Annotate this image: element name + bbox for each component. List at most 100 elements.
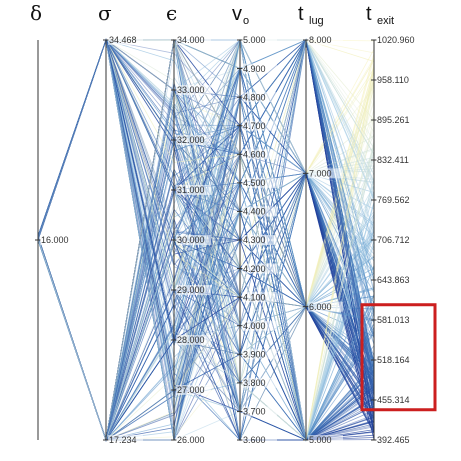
tick-label-vo: 5.000 xyxy=(243,35,266,45)
axis-title-main-vo: v xyxy=(232,3,242,25)
tick-label-bg-delta xyxy=(40,235,75,245)
tick-label-texit: 643.863 xyxy=(377,275,410,285)
tick-label-bg-vo xyxy=(242,35,277,45)
tick-label-bg-vo xyxy=(242,149,277,160)
tick-label-tlug: 6.000 xyxy=(309,302,332,312)
tick-label-bg-tlug xyxy=(308,435,343,445)
tick-label-bg-tlug xyxy=(308,301,343,312)
tick-label-bg-vo xyxy=(242,177,277,188)
tick-label-bg-texit xyxy=(376,235,411,246)
tick-label-vo: 4.800 xyxy=(243,92,266,102)
tick-label-epsilon: 27.000 xyxy=(177,385,205,395)
polylines-layer xyxy=(37,38,375,442)
tick-label-bg-tlug xyxy=(308,35,343,45)
tick-label-texit: 392.465 xyxy=(377,435,410,445)
tick-label-texit: 706.712 xyxy=(377,235,410,245)
tick-label-bg-sigma xyxy=(108,35,143,45)
tick-label-epsilon: 31.000 xyxy=(177,185,205,195)
axis-title-main-texit: t xyxy=(366,3,372,25)
tick-label-epsilon: 30.000 xyxy=(177,235,205,245)
tick-label-texit: 769.562 xyxy=(377,195,410,205)
tick-label-sigma: 17.234 xyxy=(109,435,137,445)
tick-label-bg-texit xyxy=(376,395,411,406)
tick-label-vo: 3.900 xyxy=(243,349,266,359)
tick-label-vo: 4.500 xyxy=(243,178,266,188)
tick-label-bg-epsilon xyxy=(176,335,211,345)
tick-label-epsilon: 34.000 xyxy=(177,35,205,45)
tick-label-bg-vo xyxy=(242,63,277,74)
tick-label-bg-vo xyxy=(242,235,277,245)
tick-label-epsilon: 32.000 xyxy=(177,135,205,145)
tick-label-texit: 581.013 xyxy=(377,315,410,325)
tick-label-bg-vo xyxy=(242,92,277,103)
tick-label-bg-vo xyxy=(242,406,277,417)
axis-titles-layer: δ σ ϵ v o t lug t exit xyxy=(30,1,394,27)
tick-label-bg-epsilon xyxy=(176,235,211,245)
tick-label-bg-vo xyxy=(242,120,277,131)
data-polyline xyxy=(37,38,375,402)
axis-title-sigma: σ xyxy=(98,1,112,25)
axis-title-epsilon: ϵ xyxy=(166,1,177,25)
tick-label-bg-texit xyxy=(376,315,411,326)
tick-label-epsilon: 26.000 xyxy=(177,435,205,445)
tick-label-bg-tlug xyxy=(308,168,343,179)
tick-label-vo: 4.000 xyxy=(243,321,266,331)
data-polyline xyxy=(37,38,375,442)
axis-title-sub-vo: o xyxy=(243,15,249,27)
tick-label-bg-texit xyxy=(376,275,411,285)
tick-label-vo: 4.200 xyxy=(243,264,266,274)
tick-label-epsilon: 28.000 xyxy=(177,335,205,345)
tick-label-bg-vo xyxy=(242,377,277,388)
tick-label-bg-vo xyxy=(242,320,277,331)
tick-label-texit: 455.314 xyxy=(377,395,410,405)
tick-label-bg-texit xyxy=(376,115,411,125)
tick-label-vo: 4.300 xyxy=(243,235,266,245)
tick-label-bg-epsilon xyxy=(176,385,211,395)
tick-label-tlug: 5.000 xyxy=(309,435,332,445)
tick-label-bg-epsilon xyxy=(176,185,211,195)
tick-label-bg-texit xyxy=(376,355,411,365)
tick-label-vo: 3.800 xyxy=(243,378,266,388)
tick-label-bg-vo xyxy=(242,206,277,217)
highlight-box xyxy=(360,303,437,412)
tick-label-bg-vo xyxy=(242,263,277,274)
tick-label-texit: 1020.960 xyxy=(377,35,415,45)
tick-label-bg-epsilon xyxy=(176,35,211,45)
tick-label-bg-texit xyxy=(376,435,411,445)
axis-title-texit: t exit xyxy=(366,3,394,27)
tick-label-vo: 4.600 xyxy=(243,149,266,159)
tick-label-vo: 4.700 xyxy=(243,121,266,131)
tick-label-bg-epsilon xyxy=(176,285,211,295)
tick-label-vo: 4.400 xyxy=(243,207,266,217)
axis-title-sub-texit: exit xyxy=(377,15,394,27)
axis-title-main-delta: δ xyxy=(30,1,42,25)
tick-label-vo: 3.700 xyxy=(243,407,266,417)
tick-label-bg-texit xyxy=(376,35,411,45)
tick-label-bg-texit xyxy=(376,155,411,166)
tick-label-epsilon: 29.000 xyxy=(177,285,205,295)
tick-label-sigma: 34.468 xyxy=(109,35,137,45)
tick-label-bg-vo xyxy=(242,435,277,445)
axis-title-main-epsilon: ϵ xyxy=(166,1,177,25)
tick-label-bg-epsilon xyxy=(176,435,211,445)
tick-label-vo: 4.100 xyxy=(243,292,266,302)
axis-title-main-tlug: t xyxy=(298,3,304,25)
tick-label-bg-epsilon xyxy=(176,85,211,95)
tick-label-texit: 958.110 xyxy=(377,75,409,85)
highlight-layer xyxy=(360,303,437,412)
tick-label-texit: 895.261 xyxy=(377,115,410,125)
tick-label-bg-texit xyxy=(376,75,411,86)
tick-label-bg-vo xyxy=(242,349,277,360)
tick-label-bg-sigma xyxy=(108,435,143,445)
tick-label-bg-vo xyxy=(242,292,277,303)
tick-label-bg-epsilon xyxy=(176,135,211,145)
tick-label-texit: 518.164 xyxy=(377,355,410,365)
axis-title-sub-tlug: lug xyxy=(309,15,324,27)
axes-layer: 16.000 34.468 17.234 34.000 33.000 32.000 31.0… xyxy=(35,35,415,445)
tick-label-delta: 16.000 xyxy=(41,235,69,245)
tick-label-tlug: 7.000 xyxy=(309,169,332,179)
tick-label-vo: 4.900 xyxy=(243,64,266,74)
